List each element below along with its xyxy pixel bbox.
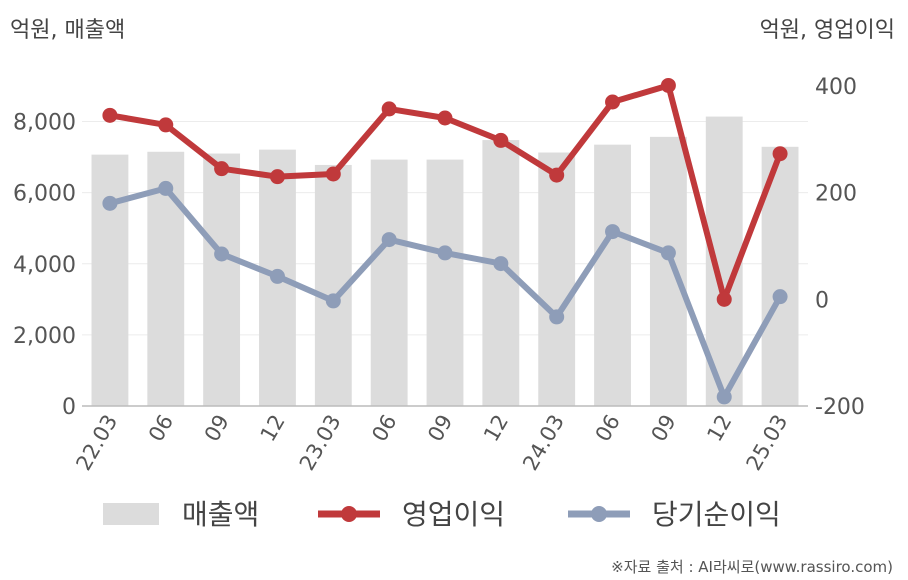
point-operating-profit bbox=[381, 101, 397, 117]
x-tick-label: 12 bbox=[702, 411, 736, 446]
point-net-income bbox=[214, 246, 230, 262]
bar-revenue bbox=[91, 154, 129, 406]
line-series bbox=[102, 77, 788, 405]
left-tick-label: 2,000 bbox=[13, 324, 76, 349]
point-net-income bbox=[549, 309, 565, 325]
x-tick-label: 06 bbox=[367, 411, 401, 446]
left-axis-ticks: 0 2,000 4,000 6,000 8,000 bbox=[13, 111, 76, 420]
x-tick-label: 25.03 bbox=[742, 411, 793, 475]
left-axis-unit: 억원, 매출액 bbox=[10, 18, 125, 43]
point-operating-profit bbox=[493, 132, 509, 148]
right-tick-label: 400 bbox=[815, 75, 857, 100]
point-operating-profit bbox=[772, 146, 788, 162]
point-operating-profit bbox=[158, 117, 174, 133]
x-tick-label: 24.03 bbox=[518, 411, 569, 475]
x-tick-label: 23.03 bbox=[295, 411, 346, 475]
right-tick-label: -200 bbox=[815, 395, 865, 420]
legend-label-net-income: 당기순이익 bbox=[652, 498, 781, 531]
point-operating-profit bbox=[437, 110, 453, 126]
left-tick-label: 0 bbox=[62, 395, 76, 420]
left-tick-label: 4,000 bbox=[13, 253, 76, 278]
legend-label-operating-profit: 영업이익 bbox=[402, 498, 505, 531]
bar-revenue bbox=[538, 152, 576, 406]
x-tick-label: 12 bbox=[479, 411, 513, 446]
legend-label-revenue: 매출액 bbox=[182, 498, 259, 531]
left-tick-label: 6,000 bbox=[13, 182, 76, 207]
x-tick-label: 09 bbox=[647, 411, 681, 446]
right-tick-label: 0 bbox=[815, 288, 829, 313]
point-net-income bbox=[325, 293, 341, 309]
point-net-income bbox=[437, 245, 453, 261]
x-axis-ticks: 22.03 06 09 12 23.03 06 09 12 24.03 06 09 12 25.03 bbox=[71, 411, 792, 475]
point-net-income bbox=[716, 389, 732, 405]
x-tick-label: 09 bbox=[423, 411, 457, 446]
point-net-income bbox=[158, 180, 174, 196]
point-operating-profit bbox=[325, 166, 341, 182]
x-tick-label: 22.03 bbox=[71, 411, 122, 475]
point-operating-profit bbox=[214, 161, 230, 177]
legend-swatch-revenue bbox=[103, 503, 159, 525]
legend-marker-operating-profit bbox=[341, 506, 357, 522]
point-operating-profit bbox=[549, 167, 565, 183]
right-axis-unit: 억원, 영업이익 bbox=[760, 18, 895, 43]
bar-revenue bbox=[594, 144, 631, 406]
bar-series-revenue bbox=[91, 116, 799, 407]
point-net-income bbox=[493, 256, 509, 272]
point-net-income bbox=[605, 224, 621, 240]
left-tick-label: 8,000 bbox=[13, 111, 76, 136]
point-net-income bbox=[102, 195, 118, 211]
point-net-income bbox=[772, 289, 788, 305]
bar-revenue bbox=[203, 153, 241, 406]
x-tick-label: 06 bbox=[591, 411, 625, 446]
x-tick-label: 06 bbox=[144, 411, 178, 446]
bar-revenue bbox=[426, 159, 464, 406]
point-operating-profit bbox=[660, 77, 676, 93]
right-axis-ticks: -200 0 200 400 bbox=[815, 75, 865, 420]
point-net-income bbox=[269, 268, 285, 284]
point-operating-profit bbox=[102, 107, 118, 123]
x-tick-label: 12 bbox=[256, 411, 290, 446]
point-operating-profit bbox=[605, 94, 621, 110]
x-tick-label: 09 bbox=[200, 411, 234, 446]
bar-revenue bbox=[370, 159, 408, 406]
right-tick-label: 200 bbox=[815, 182, 857, 207]
bar-revenue bbox=[649, 136, 687, 406]
legend: 매출액 영업이익 당기순이익 bbox=[103, 498, 781, 531]
point-operating-profit bbox=[716, 291, 732, 307]
point-net-income bbox=[381, 232, 397, 248]
point-net-income bbox=[660, 245, 676, 261]
legend-marker-net-income bbox=[591, 506, 607, 522]
point-operating-profit bbox=[269, 169, 285, 185]
source-note: ※자료 출처 : AI라씨로(www.rassiro.com) bbox=[611, 558, 893, 576]
